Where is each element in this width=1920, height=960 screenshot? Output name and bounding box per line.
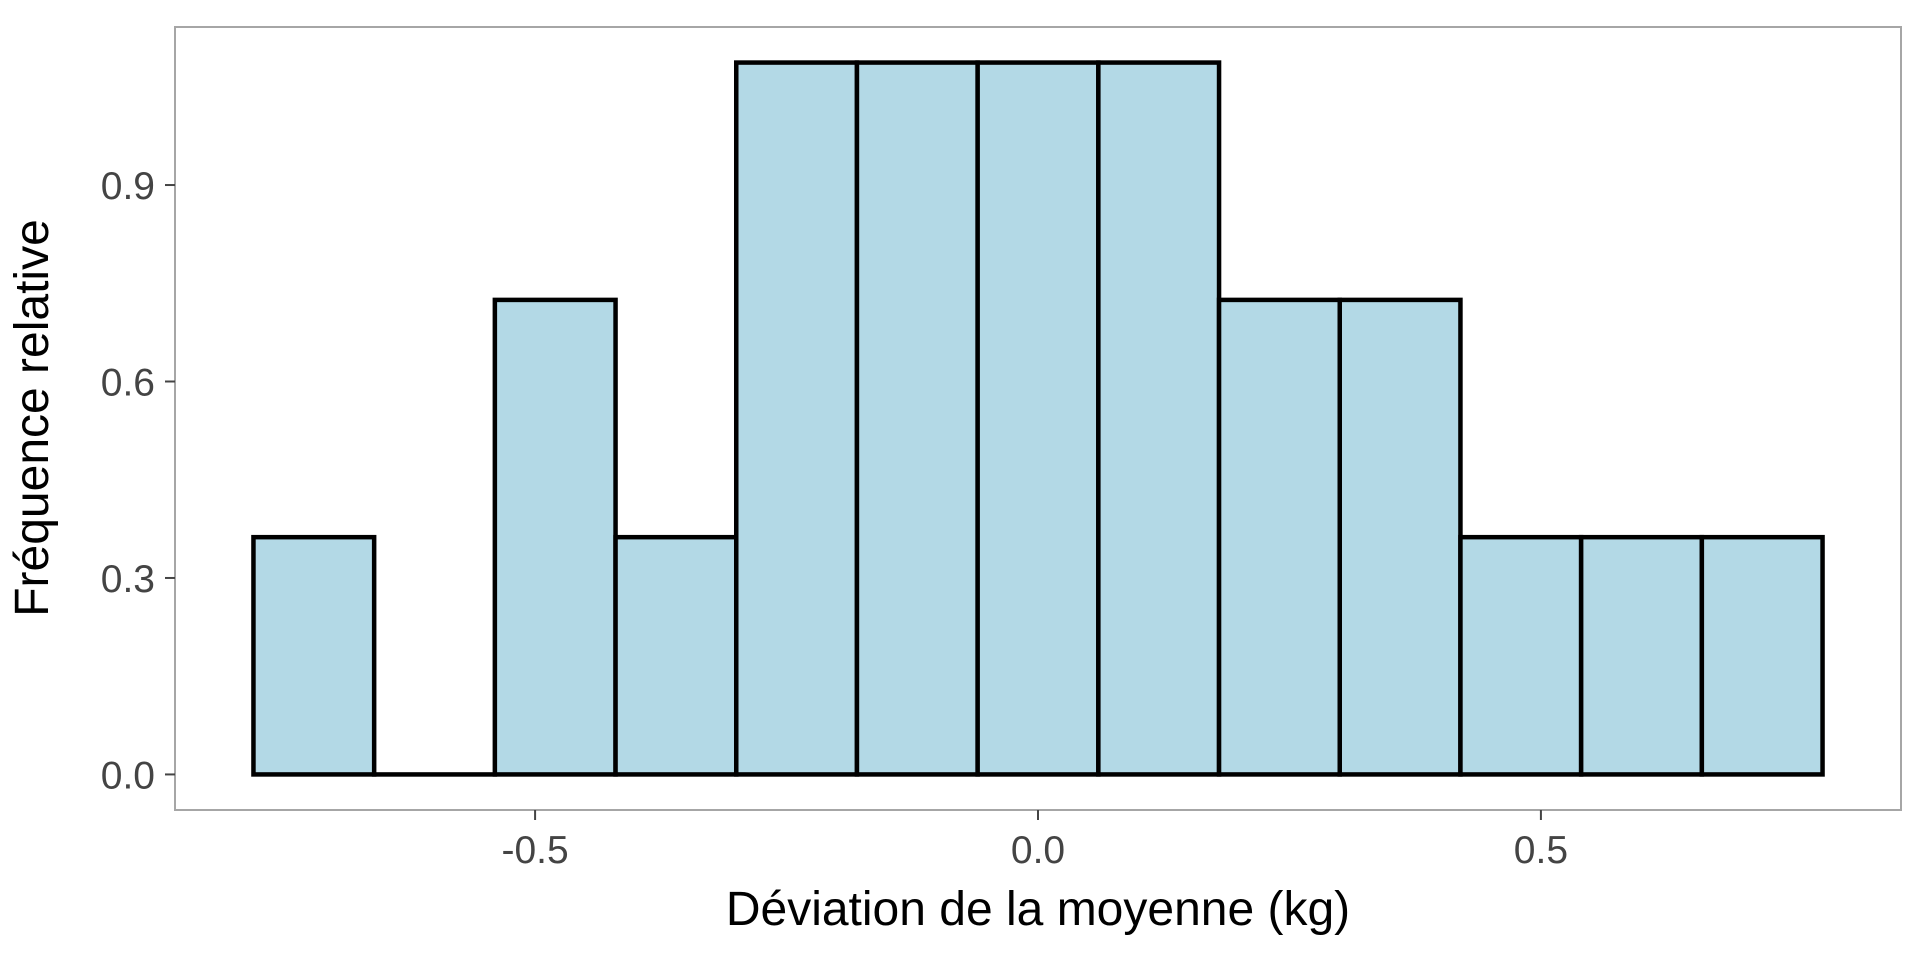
histogram-bar	[1216, 297, 1342, 777]
x-axis-title: Déviation de la moyenne (kg)	[726, 883, 1350, 936]
histogram-bar	[854, 60, 980, 777]
histogram-bar	[1699, 534, 1825, 777]
y-tick-label: 0.6	[101, 361, 155, 404]
histogram-bar	[1096, 60, 1222, 777]
x-tick-label: 0.5	[1514, 829, 1568, 872]
x-tick-label: -0.5	[501, 829, 568, 872]
histogram-bar	[1458, 534, 1584, 777]
y-axis-title: Fréquence relative	[6, 219, 59, 617]
y-axis: 0.0 0.3 0.6 0.9	[101, 165, 175, 797]
histogram-bar	[492, 297, 618, 777]
y-tick-label: 0.0	[101, 754, 155, 797]
histogram-bar	[734, 60, 860, 777]
y-tick-label: 0.9	[101, 165, 155, 208]
histogram-bar	[251, 534, 377, 777]
histogram-bar	[1337, 297, 1463, 777]
x-axis: -0.5 0.0 0.5	[501, 810, 1568, 872]
bars-group	[251, 60, 1825, 777]
histogram-bar	[975, 60, 1101, 777]
histogram-bar	[1578, 534, 1705, 777]
y-tick-label: 0.3	[101, 558, 155, 601]
histogram-bar	[613, 534, 739, 777]
x-tick-label: 0.0	[1011, 829, 1065, 872]
